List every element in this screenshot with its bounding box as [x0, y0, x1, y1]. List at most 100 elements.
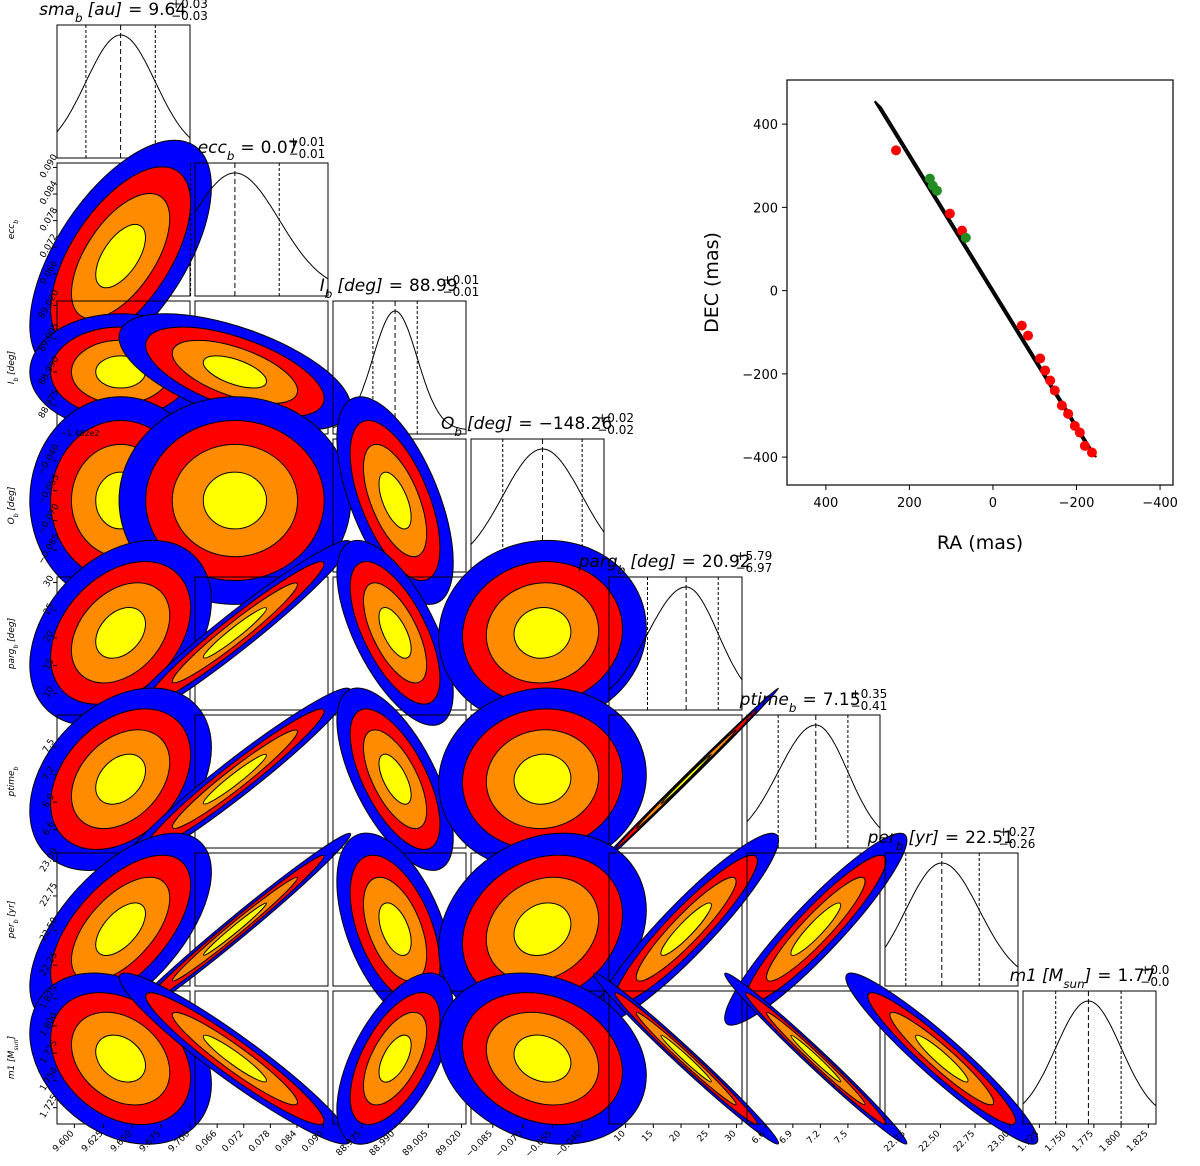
param-name: ptime [739, 690, 789, 710]
param-unit: ] [7, 1035, 17, 1040]
contour [202, 607, 267, 659]
data-point [1079, 440, 1090, 451]
equals: = [945, 828, 959, 848]
panel-frame [884, 990, 1019, 1125]
histogram-curve [609, 586, 742, 691]
err-minus: −0.0 [1140, 975, 1169, 989]
data-point [1040, 365, 1051, 376]
panel-frame [746, 990, 881, 1125]
x-tick-label: 15 [640, 1129, 655, 1144]
param-unit: [deg] [7, 350, 17, 374]
param-name: I [7, 381, 17, 384]
param-name: m1 [1010, 966, 1037, 986]
param-unit: [yr] [7, 900, 17, 917]
y-tick-label: 30 [42, 574, 57, 589]
param-subscript: b [13, 220, 20, 224]
median: 9.64 [148, 0, 186, 20]
equals: = [389, 276, 403, 296]
y-axis-label: perb [yr] [7, 900, 20, 939]
panel-frame [1022, 990, 1157, 1125]
param-unit: [M [7, 1050, 17, 1062]
equals: = [1097, 966, 1111, 986]
y-tick-label: 400 [753, 118, 778, 133]
panel [194, 852, 329, 987]
panel-frame [608, 714, 743, 849]
panel [608, 852, 743, 987]
param-unit: [M [1042, 966, 1064, 986]
contour [378, 753, 412, 805]
param-title: ptimeb = 7.15 [739, 690, 861, 715]
param-title: smab [au] = 9.64 [39, 0, 186, 25]
err-minus: −0.01 [289, 147, 326, 161]
contour [95, 753, 146, 805]
histogram-curve [747, 724, 880, 829]
param-unit: [au] [88, 0, 122, 20]
x-tick-label: 0.078 [247, 1129, 272, 1154]
err-minus: −0.26 [999, 837, 1036, 851]
contour [513, 902, 572, 956]
contour [378, 1034, 412, 1083]
y-tick-label: 25 [42, 602, 56, 617]
y-axis-label: DEC (mas) [701, 232, 723, 333]
param-name: ecc [198, 138, 228, 158]
param-name: m1 [7, 1065, 17, 1080]
err-plus: +0.35 [851, 687, 888, 701]
equals: = [240, 138, 254, 158]
param-subscript: b [618, 563, 626, 577]
histogram-curve [195, 172, 328, 280]
err-plus: +0.03 [171, 0, 208, 11]
data-point [944, 208, 955, 219]
panel-frame [194, 990, 329, 1125]
data-point [931, 185, 942, 196]
param-subscript: b [454, 425, 462, 439]
param-unit: sun [13, 1039, 20, 1050]
y-tick-label: −400 [742, 451, 778, 466]
median: 7.15 [823, 690, 861, 710]
contour [513, 607, 572, 659]
median: 0.07 [261, 138, 299, 158]
contour [202, 902, 267, 956]
panel: m1 [Msun] = 1.77+0.0−0.0 [1010, 963, 1169, 1125]
param-subscript: b [13, 645, 20, 649]
param-name: ecc [7, 224, 17, 239]
param-name: parg [7, 648, 17, 670]
contour [95, 223, 146, 289]
y-axis-label: ptimeb [7, 766, 20, 797]
contour [790, 902, 842, 956]
param-subscript: b [13, 378, 20, 382]
panel-frame [194, 852, 329, 987]
param-subscript: b [325, 287, 333, 301]
param-title: Ib [deg] = 88.99 [320, 276, 458, 301]
equals: = [682, 552, 696, 572]
err-minus: −0.03 [171, 9, 208, 23]
contour [202, 355, 268, 389]
param-subscript: b [13, 919, 20, 923]
y-axis-label: eccb [7, 220, 20, 239]
err-plus: +5.79 [736, 549, 773, 563]
panel: Ob [deg] = −148.26+0.02−0.02 [441, 411, 634, 573]
param-subscript: b [227, 149, 235, 163]
x-tick-label: −200 [1059, 496, 1095, 511]
panel: perb [yr] = 22.51+0.27−0.26 [867, 825, 1036, 987]
data-point [1049, 385, 1060, 396]
err-minus: −6.97 [736, 561, 773, 575]
y-tick-label: 200 [753, 201, 778, 216]
y-tick-label: 15 [42, 657, 56, 672]
panel: ptimeb = 7.15+0.35−0.41 [739, 687, 888, 849]
panel-frame [194, 714, 329, 849]
err-plus: +0.0 [1140, 963, 1169, 977]
x-tick-label: 0.066 [194, 1129, 219, 1154]
panel [884, 990, 1019, 1125]
median: −148.26 [539, 414, 613, 434]
panel [608, 990, 743, 1125]
contour [378, 902, 412, 956]
contour [660, 902, 712, 956]
param-name: ptime [7, 770, 17, 798]
panel: eccb = 0.07+0.01−0.01 [190, 135, 329, 297]
x-tick-label: 22.75 [952, 1129, 977, 1154]
x-tick-label: 0.084 [274, 1129, 299, 1154]
err-minus: −0.01 [443, 285, 480, 299]
data-point [1023, 330, 1034, 341]
y-axis-label: m1 [Msun] [7, 1035, 20, 1079]
x-tick-label: 1.800 [1098, 1129, 1123, 1154]
